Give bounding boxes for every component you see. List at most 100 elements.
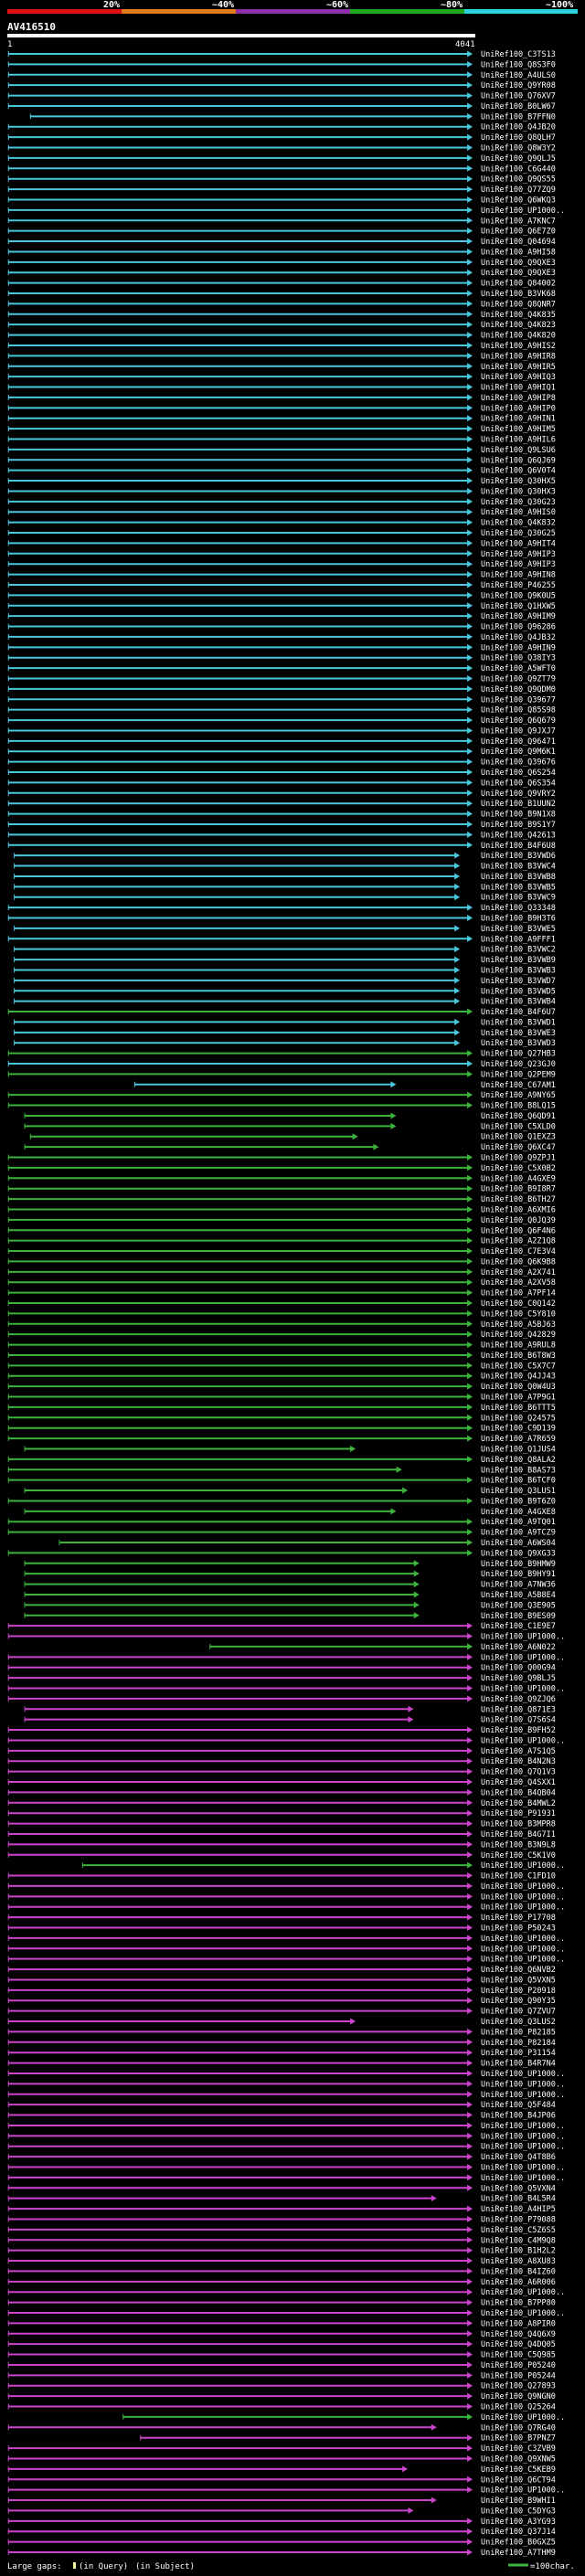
hit-label[interactable]: UniRef100_P17708 (481, 1913, 556, 1923)
hit-row[interactable]: UniRef100_Q30HX5 (7, 477, 556, 486)
hit-label[interactable]: UniRef100_Q1EXZ3 (481, 1133, 556, 1142)
hit-label[interactable]: UniRef100_A9HIS0 (481, 508, 556, 517)
hit-label[interactable]: UniRef100_Q37J14 (481, 2528, 556, 2537)
hit-row[interactable]: UniRef100_Q8ALA2 (7, 1456, 556, 1465)
hit-row[interactable]: UniRef100_A6R006 (7, 2278, 556, 2287)
hit-label[interactable]: UniRef100_Q3LUS1 (481, 1487, 556, 1496)
hit-row[interactable]: UniRef100_A5BJ63 (7, 1320, 556, 1330)
hit-label[interactable]: UniRef100_Q9BLJ5 (481, 1674, 556, 1683)
hit-label[interactable]: UniRef100_UP1000.. (481, 1956, 565, 1965)
hit-row[interactable]: UniRef100_P79088 (7, 2215, 556, 2224)
hit-row[interactable]: UniRef100_C5Q985 (7, 2351, 556, 2360)
hit-row[interactable]: UniRef100_B9S1Y7 (7, 821, 556, 830)
hit-row[interactable]: UniRef100_B4L5R4 (7, 2195, 556, 2204)
hit-row[interactable]: UniRef100_B3VWC2 (14, 946, 556, 955)
hit-row[interactable]: UniRef100_C5Y810 (7, 1309, 556, 1319)
hit-label[interactable]: UniRef100_Q23GJ0 (481, 1060, 556, 1069)
hit-row[interactable]: UniRef100_B7PNZ7 (140, 2434, 556, 2443)
hit-row[interactable]: UniRef100_Q6CT94 (7, 2475, 556, 2485)
hit-label[interactable]: UniRef100_P82184 (481, 2039, 556, 2048)
hit-row[interactable]: UniRef100_A9HIR5 (7, 363, 556, 372)
hit-label[interactable]: UniRef100_UP1000.. (481, 2288, 565, 2297)
hit-label[interactable]: UniRef100_B0LW67 (481, 102, 556, 111)
hit-row[interactable]: UniRef100_Q24575 (7, 1414, 556, 1423)
hit-label[interactable]: UniRef100_UP1000.. (481, 1935, 565, 1944)
hit-label[interactable]: UniRef100_A9HIP3 (481, 550, 556, 559)
hit-row[interactable]: UniRef100_A7KNC7 (7, 217, 556, 226)
hit-label[interactable]: UniRef100_C6G440 (481, 164, 556, 174)
hit-row[interactable]: UniRef100_Q9QLJ5 (7, 154, 556, 164)
hit-label[interactable]: UniRef100_B3VWB3 (481, 966, 556, 975)
hit-row[interactable]: UniRef100_Q5VXN4 (7, 2184, 556, 2193)
hit-label[interactable]: UniRef100_Q6K9B8 (481, 1257, 556, 1267)
hit-row[interactable]: UniRef100_A9HIN1 (7, 415, 556, 424)
hit-row[interactable]: UniRef100_A9TQ01 (7, 1518, 556, 1527)
hit-label[interactable]: UniRef100_B9HY91 (481, 1570, 556, 1579)
hit-row[interactable]: UniRef100_Q30G25 (7, 529, 556, 538)
hit-row[interactable]: UniRef100_B4JP06 (7, 2112, 556, 2121)
hit-row[interactable]: UniRef100_UP1000.. (7, 2174, 565, 2183)
hit-label[interactable]: UniRef100_A4HIP5 (481, 2205, 556, 2214)
hit-label[interactable]: UniRef100_Q76XV7 (481, 92, 556, 101)
hit-label[interactable]: UniRef100_A9HIL6 (481, 435, 556, 444)
hit-row[interactable]: UniRef100_A9HIM9 (7, 612, 556, 621)
hit-row[interactable]: UniRef100_Q6S354 (7, 779, 556, 788)
hit-label[interactable]: UniRef100_A8XU83 (481, 2257, 556, 2266)
hit-label[interactable]: UniRef100_A5B8E4 (481, 1591, 556, 1600)
hit-row[interactable]: UniRef100_Q00G94 (7, 1664, 556, 1673)
hit-label[interactable]: UniRef100_A8PIR0 (481, 2319, 556, 2328)
hit-label[interactable]: UniRef100_C4M9Q8 (481, 2236, 556, 2245)
hit-label[interactable]: UniRef100_C1E9E7 (481, 1622, 556, 1631)
hit-row[interactable]: UniRef100_A9HI58 (7, 248, 556, 257)
hit-label[interactable]: UniRef100_C0Q142 (481, 1299, 556, 1309)
hit-label[interactable]: UniRef100_Q9M6K1 (481, 747, 556, 757)
hit-label[interactable]: UniRef100_Q6Q679 (481, 716, 556, 726)
hit-row[interactable]: UniRef100_Q4K832 (7, 519, 556, 528)
hit-label[interactable]: UniRef100_C3ZVB9 (481, 2444, 556, 2454)
hit-row[interactable]: UniRef100_B3VWD5 (14, 987, 556, 996)
hit-label[interactable]: UniRef100_Q8QNR7 (481, 300, 556, 309)
hit-label[interactable]: UniRef100_B8AS73 (481, 1466, 556, 1475)
hit-label[interactable]: UniRef100_B7PNZ7 (481, 2434, 556, 2443)
hit-row[interactable]: UniRef100_A9HIN8 (7, 571, 556, 580)
hit-label[interactable]: UniRef100_Q90Y35 (481, 1997, 556, 2006)
hit-row[interactable]: UniRef100_A5B8E4 (24, 1591, 556, 1600)
hit-label[interactable]: UniRef100_Q3LUS2 (481, 2018, 556, 2027)
hit-row[interactable]: UniRef100_Q9QXE3 (7, 259, 556, 268)
hit-row[interactable]: UniRef100_UP1000.. (122, 2413, 565, 2422)
hit-label[interactable]: UniRef100_B6TTT5 (481, 1404, 556, 1413)
hit-row[interactable]: UniRef100_B4F6U7 (7, 1008, 556, 1017)
hit-row[interactable]: UniRef100_C4M9Q8 (7, 2236, 556, 2245)
hit-label[interactable]: UniRef100_Q9VRY2 (481, 790, 556, 799)
hit-label[interactable]: UniRef100_B9HMW9 (481, 1560, 556, 1569)
hit-label[interactable]: UniRef100_B3VWB5 (481, 883, 556, 892)
hit-row[interactable]: UniRef100_C5X7C7 (7, 1362, 556, 1371)
hit-label[interactable]: UniRef100_A9HI58 (481, 248, 556, 257)
hit-row[interactable]: UniRef100_Q6WKQ3 (7, 196, 556, 205)
hit-row[interactable]: UniRef100_UP1000.. (7, 2288, 565, 2297)
hit-label[interactable]: UniRef100_B3VWB9 (481, 956, 556, 965)
hit-label[interactable]: UniRef100_A9RUL8 (481, 1341, 556, 1351)
hit-label[interactable]: UniRef100_B4G7I1 (481, 1830, 556, 1839)
hit-row[interactable]: UniRef100_B3VWB8 (14, 873, 556, 882)
hit-row[interactable]: UniRef100_Q84002 (7, 280, 556, 289)
hit-row[interactable]: UniRef100_A9FFF1 (7, 935, 556, 944)
hit-row[interactable]: UniRef100_A8XU83 (7, 2257, 556, 2266)
hit-row[interactable]: UniRef100_UP1000.. (7, 2080, 565, 2089)
hit-label[interactable]: UniRef100_Q4K835 (481, 311, 556, 320)
hit-row[interactable]: UniRef100_Q4SXX1 (7, 1778, 556, 1787)
hit-label[interactable]: UniRef100_B3VWE3 (481, 1029, 556, 1038)
hit-row[interactable]: UniRef100_Q9NGN0 (7, 2392, 556, 2401)
hit-row[interactable]: UniRef100_A9NY65 (7, 1091, 556, 1100)
hit-label[interactable]: UniRef100_P79088 (481, 2215, 556, 2224)
hit-label[interactable]: UniRef100_Q85S98 (481, 706, 556, 716)
hit-label[interactable]: UniRef100_UP1000.. (481, 1892, 565, 1902)
hit-row[interactable]: UniRef100_A9RUL8 (7, 1341, 556, 1351)
hit-row[interactable]: UniRef100_Q4K820 (7, 332, 556, 341)
hit-label[interactable]: UniRef100_B3VWD1 (481, 1018, 556, 1027)
hit-label[interactable]: UniRef100_B3VWC2 (481, 946, 556, 955)
hit-label[interactable]: UniRef100_B9H3T6 (481, 915, 556, 924)
hit-row[interactable]: UniRef100_B6TH27 (7, 1195, 556, 1204)
hit-label[interactable]: UniRef100_A9HIR5 (481, 363, 556, 372)
hit-label[interactable]: UniRef100_A9HIR8 (481, 352, 556, 361)
